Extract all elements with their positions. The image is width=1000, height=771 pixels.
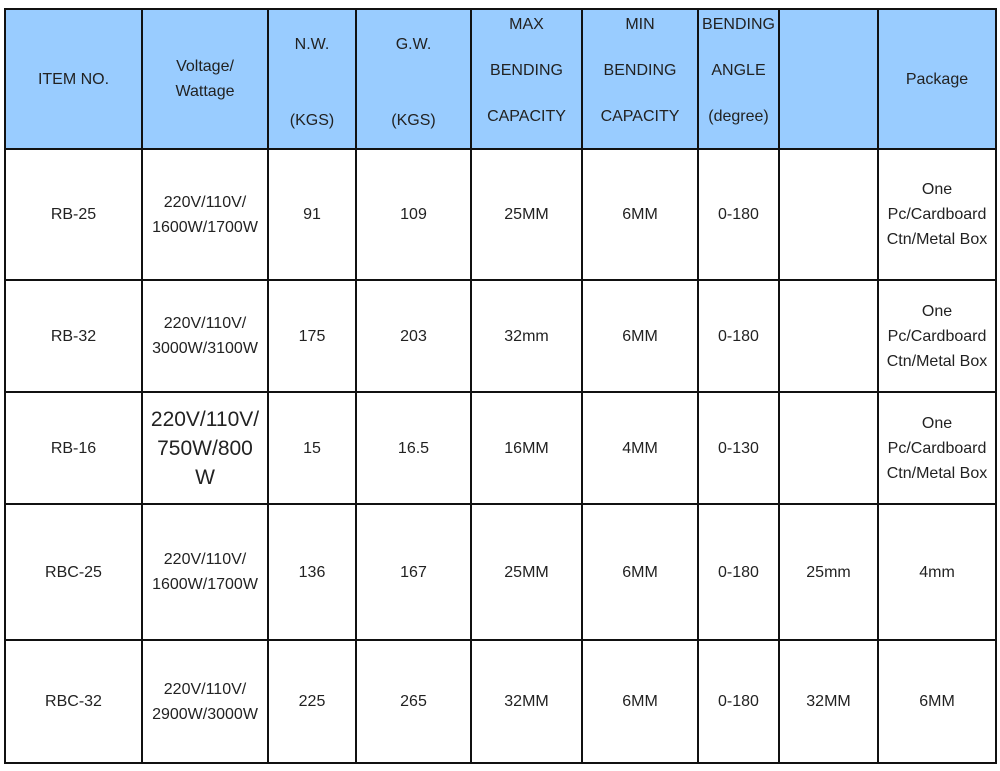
header-item-no: ITEM NO. — [4, 8, 143, 150]
voltage-cell-line: 1600W/1700W — [152, 576, 258, 593]
package-cell: 6MM — [877, 639, 997, 764]
package-cell: One Pc/Cardboard Ctn/Metal Box — [877, 279, 997, 393]
package-cell-line: Pc/Cardboard — [887, 439, 987, 457]
item-no-cell: RB-16 — [4, 391, 143, 505]
table-row: RB-32 220V/110V/3000W/3100W 175 203 32mm 6MM 0… — [4, 279, 997, 393]
extra-cell — [778, 391, 879, 505]
table-row: RBC-25 220V/110V/1600W/1700W 136 167 25MM 6MM… — [4, 503, 997, 641]
bending-angle-cell: 0-130 — [697, 391, 780, 505]
bending-angle-cell: 0-180 — [697, 503, 780, 641]
package-cell: 4mm — [877, 503, 997, 641]
package-cell-line: 4mm — [919, 563, 955, 581]
voltage-cell-line: 1600W/1700W — [152, 218, 258, 236]
voltage-cell: 220V/110V/1600W/1700W — [141, 503, 269, 641]
voltage-cell: 220V/110V/750W/800 W — [141, 391, 269, 505]
voltage-cell-line: W — [195, 465, 215, 489]
package-cell-line: One — [921, 414, 953, 432]
package-cell-line: One — [921, 302, 953, 320]
header-line: CAPACITY — [487, 108, 566, 125]
voltage-cell: 220V/110V/3000W/3100W — [141, 279, 269, 393]
header-min-bending: MIN BENDING CAPACITY — [581, 8, 699, 150]
package-cell-line: 6MM — [919, 693, 955, 710]
package-cell: One Pc/Cardboard Ctn/Metal Box — [877, 391, 997, 505]
header-nw-label: N.W. — [294, 36, 330, 53]
header-gw: G.W. (KGS) — [355, 8, 472, 150]
header-nw: N.W. (KGS) — [267, 8, 357, 150]
voltage-cell: 220V/110V/2900W/3000W — [141, 639, 269, 764]
package-cell-line: Ctn/Metal Box — [886, 352, 988, 370]
voltage-cell-line: 750W/800 — [157, 436, 253, 460]
header-line: ANGLE — [711, 62, 766, 79]
header-line: MAX — [509, 16, 544, 33]
bending-angle-cell: 0-180 — [697, 639, 780, 764]
package-cell-line: Ctn/Metal Box — [886, 231, 988, 248]
min-bending-cell: 4MM — [581, 391, 699, 505]
nw-cell: 91 — [267, 148, 357, 281]
min-bending-cell: 6MM — [581, 148, 699, 281]
bending-angle-cell: 0-180 — [697, 148, 780, 281]
header-line: BENDING — [490, 62, 563, 79]
voltage-cell-line: 220V/110V/ — [163, 193, 247, 211]
bending-angle-cell: 0-180 — [697, 279, 780, 393]
min-bending-cell: 6MM — [581, 279, 699, 393]
header-max-bending: MAX BENDING CAPACITY — [470, 8, 583, 150]
voltage-cell-line: 220V/110V/ — [150, 407, 260, 431]
voltage-cell-line: 220V/110V/ — [163, 551, 247, 568]
min-bending-cell: 6MM — [581, 639, 699, 764]
header-line: (degree) — [708, 108, 769, 125]
nw-cell: 175 — [267, 279, 357, 393]
nw-cell: 225 — [267, 639, 357, 764]
nw-cell: 136 — [267, 503, 357, 641]
extra-cell: 25mm — [778, 503, 879, 641]
table-row: RBC-32 220V/110V/2900W/3000W 225 265 32MM 6MM… — [4, 639, 997, 764]
voltage-cell-line: 3000W/3100W — [152, 340, 258, 357]
max-bending-cell: 25MM — [470, 503, 583, 641]
package-cell-line: One — [921, 181, 953, 198]
item-no-cell: RB-32 — [4, 279, 143, 393]
max-bending-cell: 25MM — [470, 148, 583, 281]
table-row: RB-25 220V/110V/1600W/1700W 91 109 25MM 6MM 0-… — [4, 148, 997, 281]
header-package: Package — [877, 8, 997, 150]
header-line: CAPACITY — [600, 108, 680, 125]
package-cell-line: Ctn/Metal Box — [886, 464, 988, 482]
gw-cell: 167 — [355, 503, 472, 641]
package-cell: One Pc/Cardboard Ctn/Metal Box — [877, 148, 997, 281]
voltage-cell-line: 220V/110V/ — [163, 315, 247, 332]
header-bending-angle: BENDING ANGLE (degree) — [697, 8, 780, 150]
spec-table: ITEM NO. Voltage/Wattage N.W. (KGS) G.W. (… — [4, 8, 997, 764]
max-bending-cell: 32MM — [470, 639, 583, 764]
gw-cell: 203 — [355, 279, 472, 393]
header-blank — [778, 8, 879, 150]
header-voltage-line: Voltage/ — [176, 58, 234, 75]
header-line: MIN — [625, 16, 655, 33]
header-nw-unit: (KGS) — [289, 112, 335, 129]
nw-cell: 15 — [267, 391, 357, 505]
item-no-cell: RBC-25 — [4, 503, 143, 641]
max-bending-cell: 16MM — [470, 391, 583, 505]
max-bending-cell: 32mm — [470, 279, 583, 393]
voltage-cell-line: 2900W/3000W — [152, 705, 258, 723]
table-row: RB-16 220V/110V/750W/800 W 15 16.5 16MM 4MM 0-1… — [4, 391, 997, 505]
extra-cell — [778, 279, 879, 393]
header-gw-label: G.W. — [395, 36, 432, 53]
min-bending-cell: 6MM — [581, 503, 699, 641]
package-cell-line: Pc/Cardboard — [887, 206, 987, 223]
gw-cell: 16.5 — [355, 391, 472, 505]
header-gw-unit: (KGS) — [391, 112, 436, 129]
header-voltage-line: Wattage — [175, 83, 235, 100]
extra-cell: 32MM — [778, 639, 879, 764]
package-cell-line: Pc/Cardboard — [887, 327, 987, 345]
extra-cell — [778, 148, 879, 281]
header-line: BENDING — [702, 16, 775, 33]
gw-cell: 109 — [355, 148, 472, 281]
item-no-cell: RBC-32 — [4, 639, 143, 764]
voltage-cell-line: 220V/110V/ — [163, 680, 247, 698]
gw-cell: 265 — [355, 639, 472, 764]
voltage-cell: 220V/110V/1600W/1700W — [141, 148, 269, 281]
header-row: ITEM NO. Voltage/Wattage N.W. (KGS) G.W. (… — [4, 8, 997, 150]
item-no-cell: RB-25 — [4, 148, 143, 281]
header-line: BENDING — [603, 62, 677, 79]
header-voltage: Voltage/Wattage — [141, 8, 269, 150]
